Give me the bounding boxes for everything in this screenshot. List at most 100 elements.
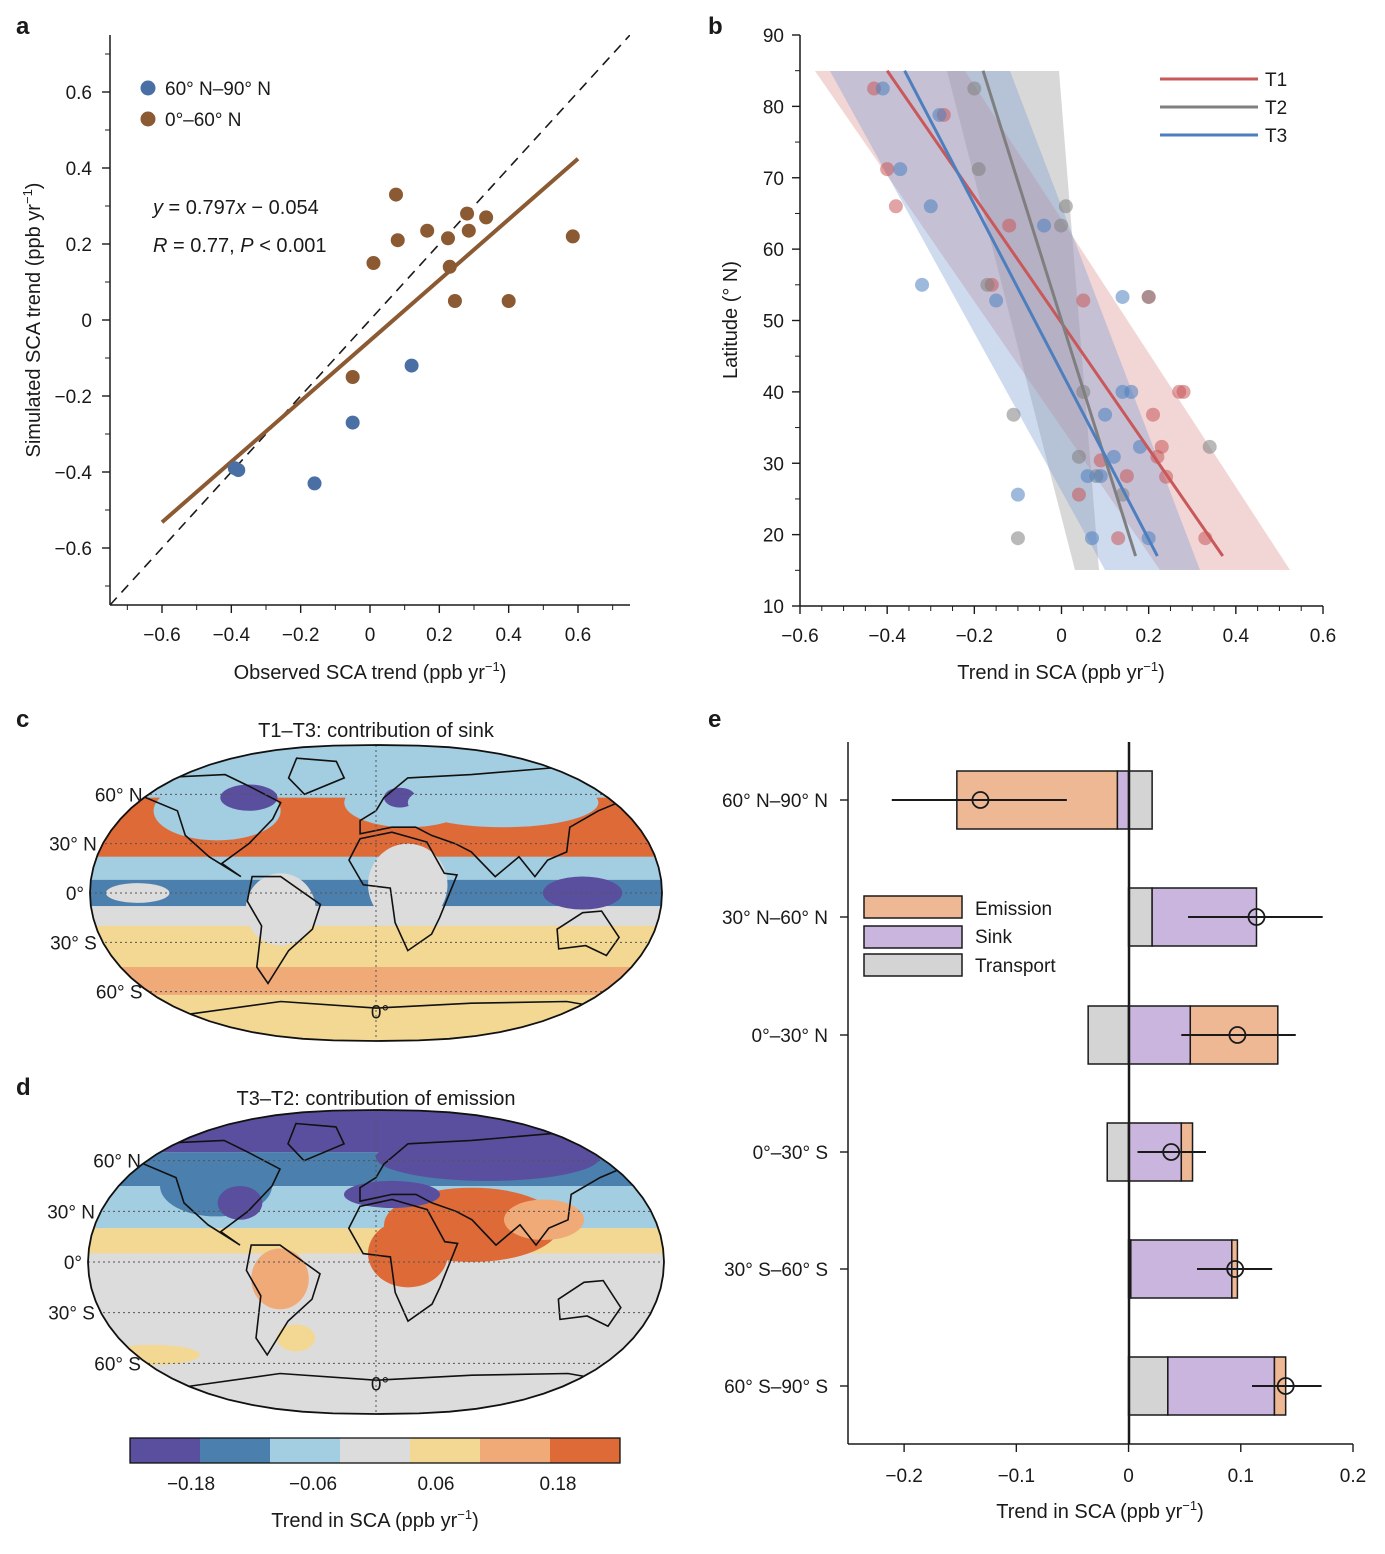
panel-a-fit-equation: y = 0.797x − 0.054 [151, 197, 319, 219]
scatter-point [307, 476, 322, 491]
panel-e-xlabel: Trend in SCA (ppb yr−1) [996, 1498, 1204, 1523]
panel-e-ticks: 60° N–90° N 30° N–60° N 0°–30° N 0°–30° S 30… [722, 791, 1366, 1487]
panel-d-label: d [16, 1074, 31, 1101]
pacific-equator-region [105, 883, 170, 903]
legend-label-t2: T2 [1265, 98, 1287, 119]
y-tick-label: 30 [763, 454, 784, 475]
category-label: 30° N–60° N [722, 908, 828, 929]
stacked-bar-segment [1116, 770, 1130, 830]
colorbar-tick: −0.06 [289, 1474, 337, 1495]
x-tick-label: 0.2 [426, 625, 452, 646]
latitude-label: 30° N [49, 835, 97, 856]
south-america-outline [245, 1244, 321, 1357]
africa-outline [348, 831, 459, 952]
latitude-label: 30° N [47, 1202, 95, 1223]
legend-label-emission: Emission [975, 899, 1052, 920]
argentina-region [276, 1324, 316, 1352]
y-tick-label: 0 [81, 311, 92, 332]
scatter-point [1037, 218, 1052, 233]
colorbar-label: Trend in SCA (ppb yr−1) [271, 1507, 479, 1532]
total-marker [1276, 1377, 1295, 1395]
scatter-point [893, 162, 908, 177]
greenland-outline [287, 1122, 346, 1162]
x-tick-label: 0.6 [1310, 626, 1336, 647]
panel-e: e 60° N–90° N 30° N–60° N 0°–30° N 0°–30° S… [708, 706, 1366, 1523]
longitude-label: 0° [371, 1375, 389, 1396]
scatter-point [1106, 449, 1121, 464]
siberia-region [407, 777, 599, 828]
scatter-point [404, 358, 419, 373]
trend-line [885, 69, 1224, 557]
scatter-point [447, 294, 462, 308]
scatter-point [1071, 487, 1086, 502]
emission-contribution-map: 60° N 30° N 0° 30° S 60° S 0° [47, 1109, 665, 1415]
legend-label-60n-90n: 60° N–90° N [165, 79, 271, 100]
scatter-point [1010, 531, 1025, 546]
panel-a-ticks: −0.6 −0.6 −0.4 −0.4 −0.2 −0.2 0 0 0.2 0.2 0.4 0.4 0.… [54, 53, 614, 646]
panel-a-legend: 60° N–90° N 0°–60° N [140, 79, 271, 131]
latitude-label: 0° [66, 884, 84, 905]
siberia-region [376, 1133, 600, 1181]
north-america-outline [109, 1139, 282, 1246]
y-tick-label: 20 [763, 526, 784, 547]
x-tick-label: −0.2 [885, 1466, 923, 1487]
legend-swatch-sink [863, 925, 963, 949]
scatter-point [875, 81, 890, 96]
total-marker [1228, 1026, 1247, 1044]
legend-label-t1: T1 [1265, 70, 1287, 91]
panel-b-plot-area [815, 69, 1290, 570]
y-tick-label: −0.6 [54, 539, 92, 560]
scatter-point [345, 415, 360, 430]
y-tick-label: −0.2 [54, 387, 92, 408]
y-tick-label: 10 [763, 597, 784, 618]
stacked-bar-segment [1127, 1005, 1192, 1065]
latitude-label: 60° S [94, 1354, 141, 1375]
total-marker [1226, 1260, 1245, 1278]
stacked-bar-segment [1127, 1356, 1169, 1416]
scatter-point [1080, 469, 1095, 484]
scatter-point [1054, 218, 1069, 233]
colorbar-tick: −0.18 [167, 1474, 215, 1495]
trend-line [903, 69, 1159, 557]
x-tick-label: −0.4 [868, 626, 906, 647]
one-to-one-line [110, 35, 630, 605]
x-tick-label: 0.2 [1135, 626, 1161, 647]
panel-b-xlabel: Trend in SCA (ppb yr−1) [957, 659, 1165, 684]
legend-swatch-transport [863, 953, 963, 977]
sink-contribution-map: 60° N 30° N 0° 30° S 60° S 0° [49, 744, 663, 1042]
x-tick-label: 0.4 [1223, 626, 1250, 647]
scatter-point [345, 370, 360, 384]
scatter-point [1076, 293, 1091, 308]
panel-a-xlabel: Observed SCA trend (ppb yr−1) [234, 659, 507, 684]
scatter-point [1002, 218, 1017, 233]
scatter-point [461, 223, 476, 238]
scatter-point [389, 187, 403, 202]
total-marker [1162, 1143, 1181, 1161]
south-america-region [245, 873, 316, 946]
latitude-label: 60° S [96, 983, 143, 1004]
scatter-point [1124, 384, 1139, 399]
legend-label-t3: T3 [1265, 126, 1287, 147]
scatter-point [501, 294, 516, 308]
africa-outline [347, 1198, 459, 1323]
stacked-bar-segment [1106, 1122, 1130, 1182]
scatter-point [1058, 199, 1073, 214]
map-field [90, 745, 662, 1041]
category-label: 60° N–90° N [722, 791, 828, 812]
panel-b-legend: T1 T2 T3 [1160, 70, 1287, 147]
colorbar-tick: 0.06 [418, 1474, 455, 1495]
regression-line [160, 157, 580, 524]
panel-e-label: e [708, 706, 721, 733]
latitude-label: 30° S [50, 933, 97, 954]
y-tick-label: 0.4 [66, 159, 93, 180]
legend-label-transport: Transport [975, 956, 1056, 977]
x-tick-label: 0 [1056, 626, 1067, 647]
legend-marker-0-60n [140, 111, 156, 127]
x-tick-label: 0 [1123, 1466, 1134, 1487]
legend-label-sink: Sink [975, 927, 1012, 948]
eurasia-outline [359, 767, 648, 878]
map-outline [89, 744, 663, 1042]
panel-a: a −0.6 −0.6 −0.4 −0.4 −0.2 −0.2 0 0 0.2 0.2 0.4 0.4… [16, 13, 630, 684]
australia-outline [557, 1279, 622, 1328]
